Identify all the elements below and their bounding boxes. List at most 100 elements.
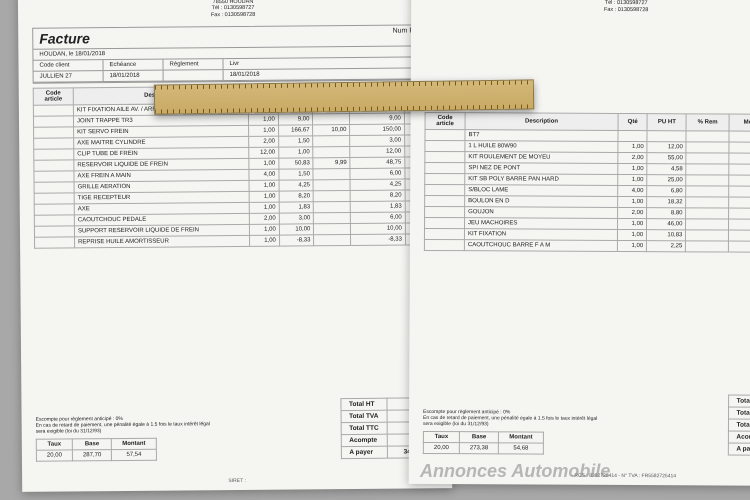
cell-rem: [313, 114, 350, 125]
client-reg: [164, 70, 224, 81]
taux-v: 287,70: [72, 450, 111, 461]
cell-rem: [686, 131, 728, 142]
taux-v: 20,00: [36, 450, 72, 461]
cell-code: [34, 171, 74, 182]
cell-desc: KIT FIXATION: [464, 229, 617, 241]
footer-right: Escompte pour règlement anticipé : 0% En…: [423, 393, 750, 456]
taux-h: Montant: [112, 438, 156, 449]
cell-qte: 2,00: [248, 136, 278, 147]
col-qte: Qté: [618, 114, 647, 131]
cell-pu: 4,25: [279, 180, 314, 191]
cell-code: [34, 127, 74, 138]
cell-code: [33, 116, 73, 127]
cell-code: [34, 215, 74, 226]
col-pu: PU HT: [647, 114, 686, 131]
cell-pu: 6,80: [647, 186, 686, 197]
taux-h: Montant: [499, 432, 543, 443]
cell-mt: 10,00: [351, 223, 406, 234]
cell-pu: 1,00: [279, 147, 314, 158]
cell-pu: 10,00: [279, 224, 314, 235]
cell-code: [34, 149, 74, 160]
taux-h: Taux: [36, 439, 72, 450]
cell-code: [424, 240, 464, 251]
cell-mt: 6,00: [350, 168, 405, 179]
total-tva-label: Total TVA: [728, 407, 750, 419]
cell-mt: 1,83: [351, 201, 406, 212]
cell-pu: -8,33: [279, 235, 314, 246]
escompte-note: Escompte pour règlement anticipé : 0% En…: [36, 415, 216, 435]
cell-rem: [314, 213, 351, 224]
cell-rem: [686, 197, 728, 208]
cell-qte: 2,00: [618, 208, 647, 219]
escompte-line: En cas de retard de paiement, une pénali…: [423, 415, 603, 428]
cell-pu: [647, 131, 686, 142]
total-ht-label: Total HT: [340, 398, 387, 410]
col-rem: % Rem: [686, 114, 728, 131]
total-ttc-label: Total TTC: [728, 419, 750, 431]
cell-mt: 3,00: [350, 135, 405, 146]
cell-mt: 4,58: [729, 164, 750, 175]
cell-pu: 4,58: [647, 164, 686, 175]
cell-rem: [686, 208, 728, 219]
cell-qte: 1,00: [617, 241, 646, 252]
cell-rem: 9,99: [313, 158, 350, 169]
footer-left: Escompte pour règlement anticipé : 0% En…: [35, 397, 438, 462]
cell-desc: CAOUTCHOUC BARRE F A M: [464, 240, 617, 252]
invoice-title: Facture: [39, 31, 90, 47]
cell-rem: [686, 175, 728, 186]
cell-desc: BOULON EN D: [465, 196, 618, 208]
cell-desc: S/BLOC LAME: [465, 185, 618, 197]
cell-mt: 10,83: [728, 230, 750, 241]
table-row: CAOUTCHOUC BARRE F A M1,002,252,2520,00: [424, 240, 750, 253]
cell-code: [425, 196, 465, 207]
client-code: JULLIEN 27: [34, 72, 104, 83]
cell-qte: 4,00: [618, 186, 647, 197]
col-desc: Description: [465, 113, 618, 131]
cell-rem: [314, 235, 351, 246]
invoice-page-left: 300 ROUTE D'ANET 78550 HOUDAN Tél : 0130…: [18, 0, 452, 492]
total-ht-label: Total HT: [728, 395, 750, 407]
cell-code: [425, 207, 465, 218]
cell-code: [425, 185, 465, 196]
cell-qte: 1,00: [249, 224, 279, 235]
col-mt: Montant HT: [729, 114, 750, 131]
cell-code: [34, 226, 74, 237]
cell-rem: [686, 241, 728, 252]
cell-qte: 1,00: [249, 202, 279, 213]
cell-desc: KIT SB POLY BARRE PAN HARD: [465, 174, 618, 186]
cell-qte: 1,00: [617, 230, 646, 241]
company-address: 300 ROUTE D'ANET 78550 HOUDAN Tél : 0130…: [32, 0, 434, 20]
cell-pu: 1,50: [279, 169, 314, 180]
cell-code: [425, 174, 465, 185]
cell-mt: 27,20: [728, 186, 750, 197]
cell-qte: 2,00: [249, 213, 279, 224]
cell-qte: 1,00: [618, 175, 647, 186]
cell-pu: 8,20: [279, 191, 314, 202]
cell-qte: 1,00: [249, 180, 279, 191]
line-items-table-right: Code article Description Qté PU HT % Rem…: [424, 112, 750, 253]
cell-qte: 1,00: [618, 197, 647, 208]
cell-code: [34, 138, 74, 149]
cell-rem: 10,00: [313, 125, 350, 136]
cell-rem: [686, 164, 728, 175]
cell-rem: [314, 202, 351, 213]
client-ech: 18/01/2018: [104, 71, 164, 82]
cell-pu: 50,83: [279, 158, 314, 169]
cell-desc: SPI NEZ DE PONT: [465, 163, 618, 175]
cell-pu: 166,67: [278, 125, 313, 136]
cell-code: [34, 160, 74, 171]
cell-code: [34, 193, 74, 204]
hdr-echeance: Echéance: [103, 60, 163, 71]
company-address: 300 ROUTE D'ANET 78550 HOUDAN Tél : 0130…: [425, 0, 750, 14]
cell-qte: 12,00: [249, 147, 279, 158]
hdr-livr: Livr: [223, 58, 433, 70]
taux-v: 273,38: [459, 443, 498, 454]
cell-rem: [686, 219, 728, 230]
apayer-label: A payer: [728, 443, 750, 455]
cell-code: [35, 237, 75, 248]
cell-pu: 18,32: [647, 197, 686, 208]
cell-qte: 1,00: [618, 142, 647, 153]
cell-mt: 25,00: [728, 175, 750, 186]
cell-code: [424, 229, 464, 240]
cell-rem: [313, 147, 350, 158]
